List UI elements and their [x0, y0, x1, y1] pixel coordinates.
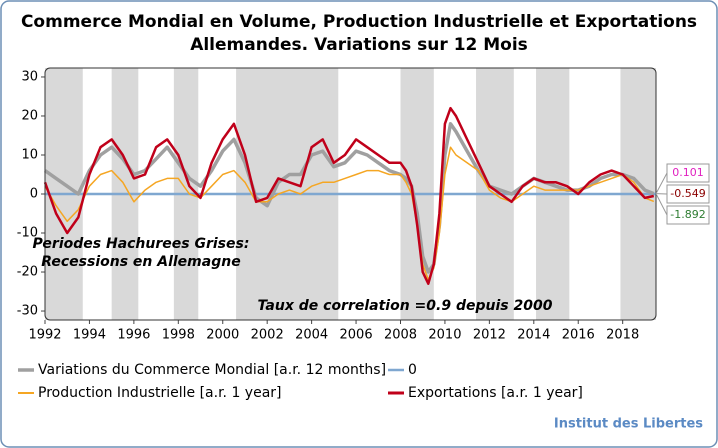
end-label: -1.892 — [670, 208, 705, 221]
end-label-box — [666, 163, 710, 183]
chart-title: Commerce Mondial en Volume, Production I… — [21, 12, 697, 32]
end-label: -0.549 — [670, 187, 705, 200]
x-tick-label: 2008 — [384, 328, 417, 343]
y-tick-label: 30 — [21, 69, 38, 84]
annotation: Recessions en Allemagne — [41, 254, 240, 270]
y-tick-label: -10 — [17, 226, 38, 241]
x-tick-label: 1992 — [28, 328, 61, 343]
y-tick-label: -20 — [17, 265, 38, 280]
y-tick-label: 20 — [21, 108, 38, 123]
x-tick-label: 1998 — [162, 328, 195, 343]
legend-label: Production Industrielle [a.r. 1 year] — [38, 385, 282, 401]
chart-title: Allemandes. Variations sur 12 Mois — [190, 35, 528, 55]
x-tick-label: 2012 — [473, 328, 506, 343]
legend-label: 0 — [408, 362, 417, 378]
y-tick-label: 0 — [30, 187, 38, 202]
annotation: Periodes Hachurees Grises: — [33, 236, 250, 252]
end-label-box — [666, 184, 710, 204]
x-tick-label: 1994 — [73, 328, 106, 343]
y-tick-label: 10 — [21, 147, 38, 162]
end-label: 0.101 — [672, 166, 704, 179]
x-tick-label: 2014 — [517, 328, 550, 343]
x-tick-label: 2018 — [606, 328, 639, 343]
end-label-box — [666, 205, 710, 225]
y-tick-label: -30 — [17, 304, 38, 319]
x-tick-label: 2010 — [428, 328, 461, 343]
x-tick-label: 2016 — [562, 328, 595, 343]
x-tick-label: 2002 — [251, 328, 284, 343]
end-label-connector — [655, 193, 668, 216]
x-tick-label: 2004 — [295, 328, 328, 343]
legend-label: Variations du Commerce Mondial [a.r. 12 … — [38, 362, 386, 378]
end-label-connector — [655, 172, 668, 194]
x-tick-label: 1996 — [117, 328, 150, 343]
series-line — [44, 146, 655, 281]
annotation: Taux de correlation =0.9 depuis 2000 — [258, 298, 553, 314]
x-tick-label: 2006 — [340, 328, 373, 343]
source: Institut des Libertes — [554, 417, 703, 432]
legend-label: Exportations [a.r. 1 year] — [408, 385, 583, 401]
x-tick-label: 2000 — [206, 328, 239, 343]
series-line — [43, 106, 655, 285]
